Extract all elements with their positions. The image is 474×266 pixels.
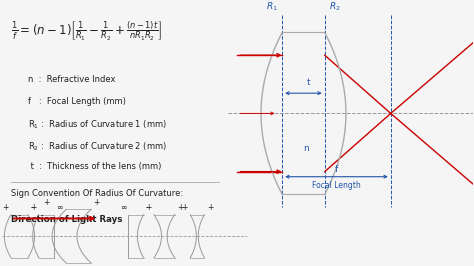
Text: n  :  Refractive Index: n : Refractive Index (27, 76, 115, 84)
Text: +: + (145, 203, 152, 212)
Text: +: + (2, 203, 9, 212)
Text: +: + (93, 198, 100, 207)
Text: +: + (182, 203, 188, 212)
Text: +: + (43, 198, 50, 207)
Text: n: n (303, 144, 309, 153)
Text: R$_2$ :  Radius of Curvature 2 (mm): R$_2$ : Radius of Curvature 2 (mm) (27, 140, 166, 152)
Text: Direction of Light Rays: Direction of Light Rays (11, 215, 122, 224)
Text: +: + (207, 203, 213, 212)
Text: ∞: ∞ (120, 203, 126, 212)
Text: f   :  Focal Length (mm): f : Focal Length (mm) (27, 97, 126, 106)
Text: R$_1$ :  Radius of Curvature 1 (mm): R$_1$ : Radius of Curvature 1 (mm) (27, 118, 166, 131)
Text: $R_1$: $R_1$ (266, 1, 278, 14)
Text: $R_2$: $R_2$ (329, 1, 341, 14)
Text: f: f (335, 165, 338, 174)
Text: $\frac{1}{f} = (n-1)\left[\frac{1}{R_1} - \frac{1}{R_2} + \frac{(n-1)t}{nR_1R_2}: $\frac{1}{f} = (n-1)\left[\frac{1}{R_1} … (11, 20, 163, 43)
Text: t: t (306, 78, 310, 87)
Text: +: + (30, 203, 36, 212)
Text: -: - (146, 203, 149, 212)
Text: t  :  Thickness of the lens (mm): t : Thickness of the lens (mm) (27, 161, 161, 171)
Text: ∞: ∞ (56, 203, 63, 212)
Text: Focal Length: Focal Length (312, 181, 361, 189)
Text: +: + (177, 203, 183, 212)
Text: -: - (30, 203, 33, 212)
Text: Sign Convention Of Radius Of Curvature:: Sign Convention Of Radius Of Curvature: (11, 189, 183, 198)
